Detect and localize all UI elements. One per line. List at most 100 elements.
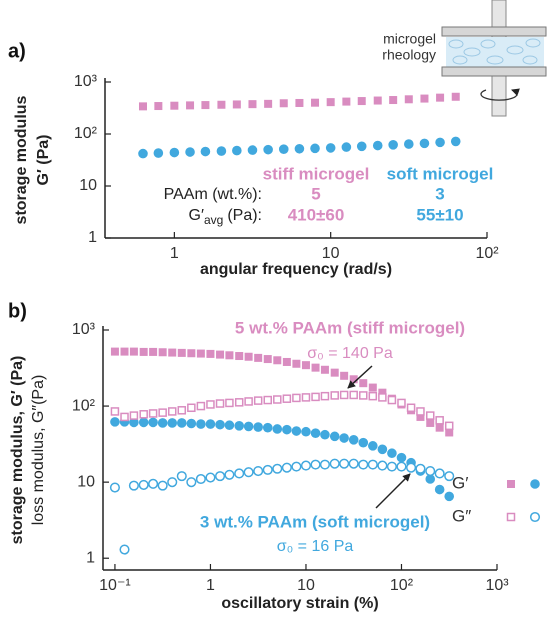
y-axis-label: storage modulus: [13, 95, 30, 224]
circle-marker: [377, 460, 388, 471]
circle-marker: [195, 473, 206, 485]
circle-marker: [110, 417, 120, 427]
y-tick-label: 10²: [74, 125, 98, 142]
square-marker: [295, 98, 304, 107]
annotation: 3 wt.% PAAm (soft microgel): [200, 512, 430, 531]
circle-marker: [148, 478, 159, 489]
square-marker: [330, 391, 339, 400]
square-marker: [158, 408, 167, 417]
square-marker: [368, 383, 377, 392]
y-tick-label: 10³: [72, 321, 96, 338]
square-marker: [235, 352, 244, 361]
legend-marker: [530, 479, 540, 489]
circle-marker: [234, 468, 245, 479]
circle-marker: [176, 418, 187, 428]
square-marker: [282, 394, 292, 403]
circle-marker: [176, 471, 187, 482]
square-marker: [426, 418, 435, 427]
microgel-particles: [448, 38, 541, 65]
panel-label: b): [8, 300, 27, 322]
panel-label: a): [8, 40, 26, 62]
circle-marker: [419, 138, 430, 149]
y-axis-label: storage modulus, G′ (Pa): [9, 356, 26, 545]
square-marker: [425, 411, 435, 420]
circle-marker: [434, 484, 445, 495]
circle-marker: [301, 426, 311, 437]
circle-marker: [109, 482, 120, 493]
square-marker: [225, 351, 234, 360]
circle-marker: [294, 143, 305, 154]
square-marker: [149, 347, 158, 356]
circle-marker: [186, 477, 197, 488]
square-marker: [206, 349, 215, 358]
square-marker: [168, 348, 177, 357]
circle-marker: [291, 426, 302, 436]
circle-marker: [291, 461, 302, 472]
square-marker: [234, 398, 244, 407]
circle-marker: [339, 433, 349, 443]
circle-marker: [148, 417, 158, 428]
square-marker: [253, 396, 263, 405]
square-marker: [186, 101, 195, 110]
x-tick-label: 10³: [485, 577, 509, 594]
circle-marker: [368, 441, 378, 451]
square-marker: [435, 423, 444, 432]
y-tick-label: 10³: [74, 73, 98, 90]
bottom-plate: [441, 66, 547, 77]
circle-marker: [425, 465, 436, 477]
square-marker: [139, 347, 148, 356]
square-marker: [196, 349, 205, 358]
square-marker: [436, 93, 445, 102]
square-marker: [311, 392, 320, 402]
x-tick-label: 1: [206, 577, 215, 594]
square-marker: [129, 347, 138, 356]
row-value: 3: [435, 184, 444, 203]
circle-marker: [157, 418, 168, 428]
circle-marker: [396, 452, 407, 463]
circle-marker: [224, 469, 235, 480]
x-axis-label: oscillatory strain (%): [221, 595, 378, 612]
circle-marker: [243, 421, 254, 432]
square-marker: [148, 409, 158, 418]
circle-marker: [234, 421, 245, 431]
circle-marker: [339, 458, 350, 469]
annotation: σ₀ = 16 Pa: [277, 538, 354, 555]
circle-marker: [263, 144, 273, 155]
square-marker: [215, 399, 225, 408]
square-marker: [264, 99, 273, 108]
legend-marker: [507, 480, 515, 488]
square-marker: [120, 412, 129, 422]
series-name: stiff microgel: [263, 164, 370, 183]
circle-marker: [232, 145, 242, 156]
y-tick-label: 1: [88, 229, 97, 246]
x-tick-label: 1: [170, 245, 179, 262]
circle-marker: [434, 468, 445, 479]
rotation-arrow: [480, 88, 520, 101]
annotation-arrow: [375, 473, 411, 509]
square-marker: [378, 393, 387, 402]
circle-marker: [388, 139, 398, 150]
circle-marker: [157, 480, 168, 491]
square-marker: [406, 403, 416, 413]
circle-marker: [243, 467, 254, 478]
inset-schematic: microgel rheology: [382, 0, 547, 117]
circle-marker: [329, 431, 340, 442]
circle-marker: [415, 463, 426, 474]
square-marker: [187, 403, 196, 413]
square-marker: [397, 398, 406, 408]
circle-marker: [272, 463, 283, 474]
circle-marker: [138, 148, 148, 159]
square-marker: [301, 393, 311, 402]
circle-marker: [216, 146, 227, 156]
legend-marker: [506, 512, 516, 522]
annotation: 5 wt.% PAAm (stiff microgel): [235, 318, 465, 337]
square-marker: [292, 393, 301, 403]
square-marker: [232, 100, 241, 109]
legend-label: G″: [452, 506, 471, 525]
square-marker: [187, 349, 196, 358]
circle-marker: [153, 148, 164, 158]
square-marker: [342, 97, 351, 106]
y-axis-label: G′ (Pa): [35, 135, 52, 186]
